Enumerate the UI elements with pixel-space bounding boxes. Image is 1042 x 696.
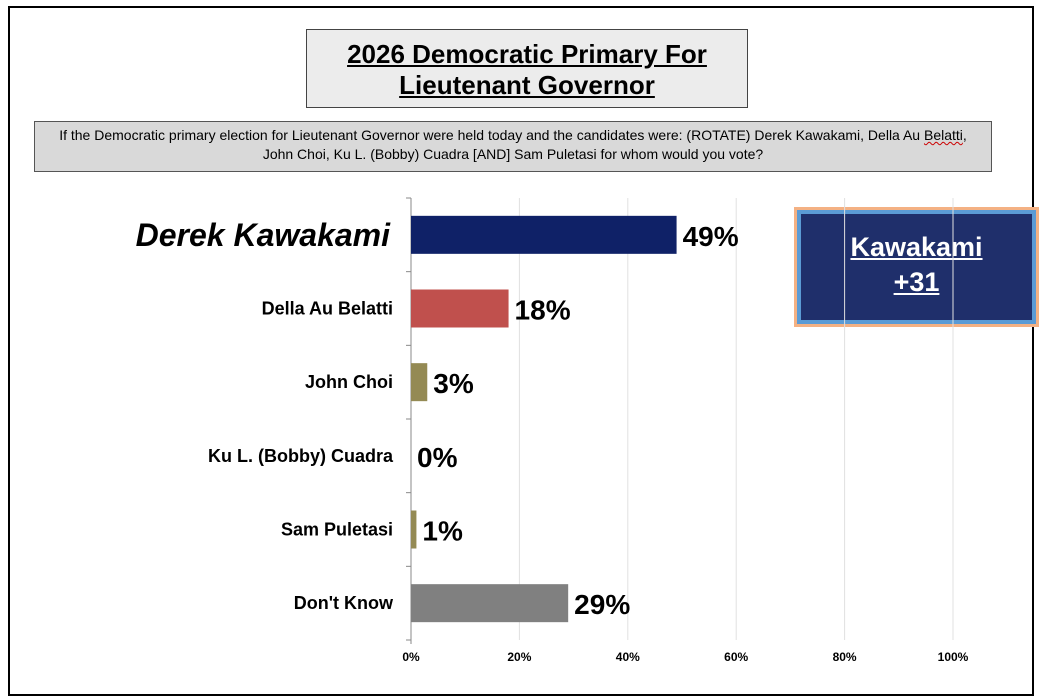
bar-value-label: 18% [515,295,571,326]
question-text-squiggle: Belatti [923,127,963,143]
bar [411,584,569,623]
x-tick-label: 60% [724,650,748,664]
bar [411,289,509,328]
x-tick-label: 40% [616,650,640,664]
question-text-before: If the Democratic primary election for L… [59,127,924,143]
margin-callout-name: Kawakami [850,232,983,262]
chart-title-line2: Lieutenant Governor [399,70,655,100]
bar [411,363,428,402]
bar-value-label: 0% [417,442,458,473]
bar-value-label: 3% [433,368,474,399]
bar-chart: Derek Kawakami 49% Della Au Belatti 18% John… [136,197,969,664]
bar-value-label: 49% [683,221,739,252]
margin-callout: Kawakami +31 [794,207,1039,327]
x-tick-label: 80% [833,650,857,664]
category-label: Don't Know [294,593,394,613]
x-tick-label: 20% [507,650,531,664]
bar [411,215,677,254]
category-label: Ku L. (Bobby) Cuadra [208,446,394,466]
category-label: Della Au Belatti [262,299,393,319]
x-tick-label: 0% [402,650,420,664]
category-label: Derek Kawakami [136,217,391,253]
bar-value-label: 29% [574,589,630,620]
bar [411,510,417,549]
question-text-box: If the Democratic primary election for L… [34,121,992,172]
chart-title-box: 2026 Democratic Primary For Lieutenant G… [306,29,748,108]
chart-title-line1: 2026 Democratic Primary For [347,39,707,69]
x-tick-label: 100% [938,650,969,664]
bar-value-label: 1% [422,516,463,547]
margin-callout-value: +31 [893,267,940,297]
category-label: Sam Puletasi [281,520,393,540]
question-text-after: , John Choi, Ku L. (Bobby) Cuadra [AND] … [262,127,967,162]
margin-callout-inner: Kawakami +31 [797,210,1036,324]
category-label: John Choi [305,372,393,392]
